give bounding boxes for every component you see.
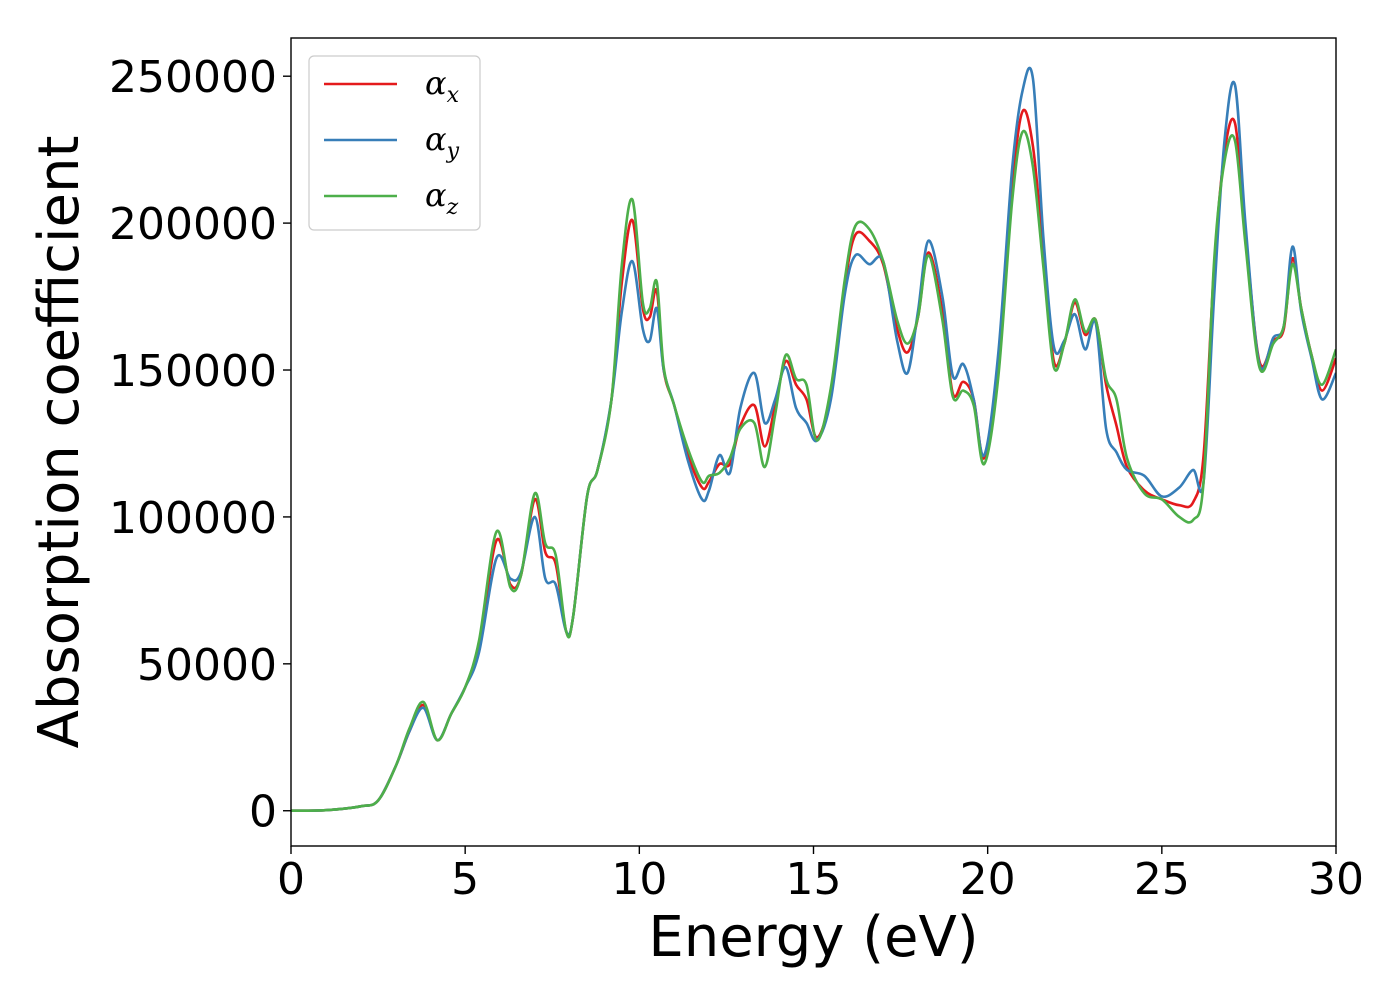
legend-label-x: αx bbox=[425, 64, 460, 108]
x-axis-label: Energy (eV) bbox=[648, 905, 978, 970]
x-tick-label: 30 bbox=[1308, 854, 1364, 905]
y-tick-label: 250000 bbox=[109, 52, 277, 103]
y-tick-label: 0 bbox=[249, 787, 277, 838]
legend: αx αy αz bbox=[308, 55, 481, 231]
x-tick-label: 5 bbox=[451, 854, 479, 905]
x-tick-label: 15 bbox=[786, 854, 842, 905]
y-tick-label: 100000 bbox=[109, 493, 277, 544]
x-tick-label: 25 bbox=[1134, 854, 1190, 905]
series-layer bbox=[291, 66, 1336, 812]
series-line-y bbox=[291, 66, 1336, 812]
legend-label-z: αz bbox=[425, 176, 459, 220]
y-tick-label: 50000 bbox=[137, 640, 277, 691]
y-tick-label: 200000 bbox=[109, 199, 277, 250]
y-axis-label: Absorption coefficient bbox=[27, 136, 92, 749]
y-tick-label: 150000 bbox=[109, 346, 277, 397]
legend-label-y: αy bbox=[425, 120, 460, 164]
series-line-z bbox=[291, 129, 1336, 812]
x-tick-label: 10 bbox=[611, 854, 667, 905]
x-tick-label: 20 bbox=[960, 854, 1016, 905]
x-tick-label: 0 bbox=[277, 854, 305, 905]
axis-ticks: 0 5 10 15 20 25 30 0 50000 100000 150000 200000 2500… bbox=[109, 52, 1364, 905]
plot-frame bbox=[290, 37, 1337, 847]
legend-box bbox=[308, 55, 481, 231]
